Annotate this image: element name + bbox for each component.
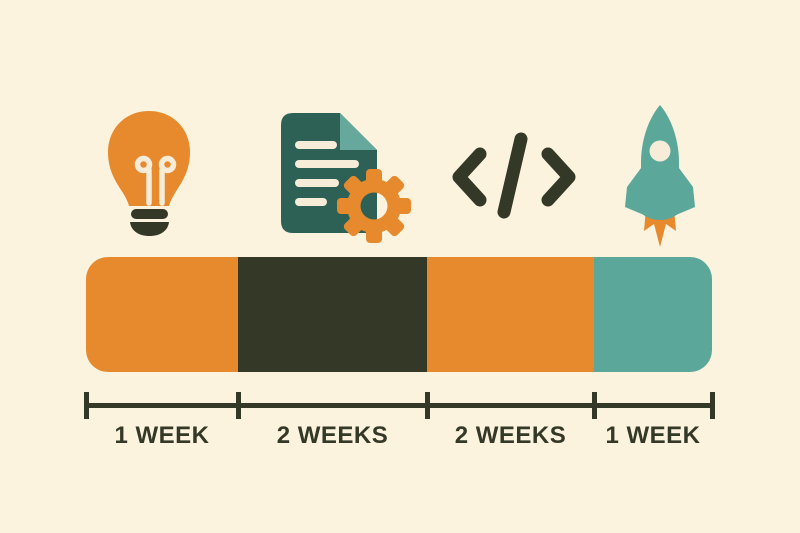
duration-label: 2 WEEKS bbox=[276, 422, 389, 449]
duration-label: 2 WEEKS bbox=[454, 422, 567, 449]
document-gear-icon bbox=[281, 113, 425, 258]
timeline-bar bbox=[86, 257, 712, 372]
duration-label: 1 WEEK bbox=[114, 422, 210, 449]
bar-segment-rocket bbox=[594, 257, 712, 372]
ruler-line bbox=[86, 403, 712, 408]
code-icon bbox=[452, 132, 576, 219]
ruler-tick bbox=[591, 392, 597, 419]
ruler-tick bbox=[424, 392, 430, 419]
rocket-icon bbox=[625, 105, 695, 247]
ruler-tick bbox=[709, 392, 715, 419]
ruler-tick bbox=[83, 392, 89, 419]
lightbulb-icon bbox=[108, 111, 190, 236]
bar-segment-document-gear bbox=[238, 257, 427, 372]
bar-segment-code bbox=[427, 257, 594, 372]
duration-label: 1 WEEK bbox=[605, 422, 701, 449]
bar-segment-lightbulb bbox=[86, 257, 238, 372]
timeline-ruler: 1 WEEK 2 WEEKS 2 WEEKS 1 WEEK bbox=[83, 392, 715, 454]
ruler-tick bbox=[235, 392, 241, 419]
